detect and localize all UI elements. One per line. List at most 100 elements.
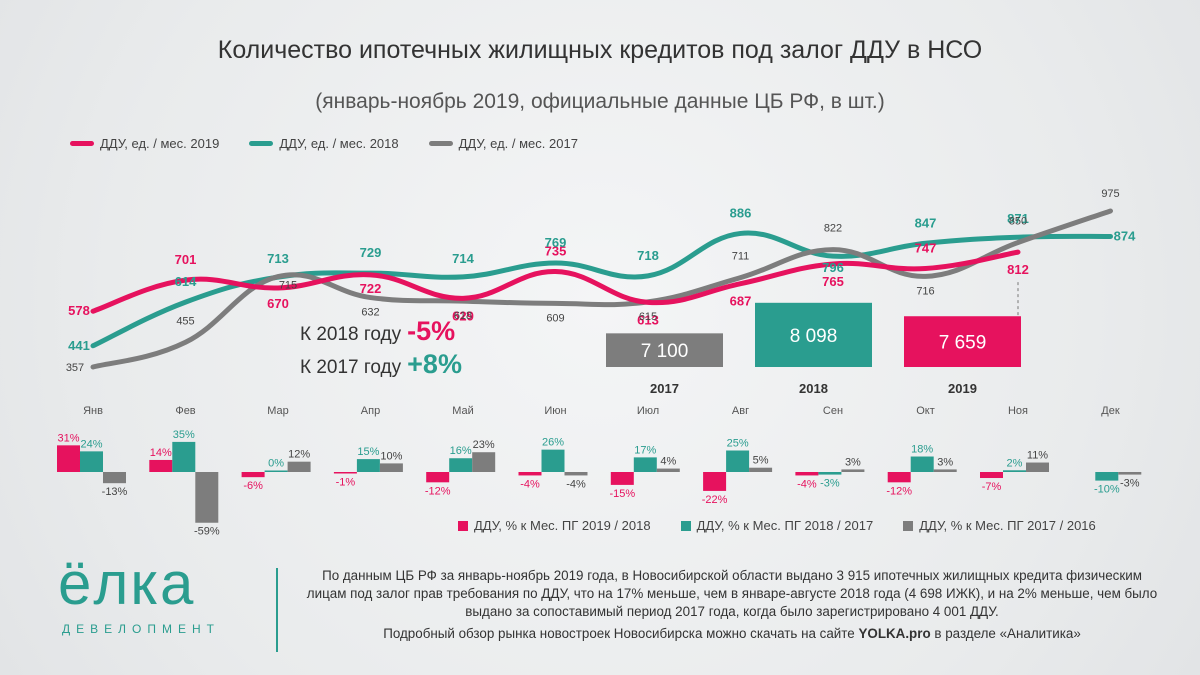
line-value-label: 629 — [452, 308, 474, 323]
pct-bar-2018 — [726, 450, 750, 472]
footer-divider — [276, 568, 278, 652]
total-bar-2017 — [606, 333, 723, 367]
pct-bar-2018 — [1095, 472, 1119, 481]
line-value-label: 975 — [1101, 188, 1119, 200]
pct-bar-label: 31% — [57, 432, 79, 444]
total-bar-2019 — [904, 316, 1021, 367]
pct-bar-label: 12% — [288, 449, 310, 461]
pct-bar-2017 — [379, 463, 403, 472]
bar-legend-swatch-2019 — [458, 520, 468, 531]
bar-legend-swatch-2017 — [903, 520, 914, 531]
line-value-label: 711 — [732, 251, 750, 263]
pct-bar-2018 — [910, 456, 934, 472]
pct-bar-2017 — [287, 461, 311, 472]
pct-bar-label: -12% — [886, 485, 912, 497]
month-label: Окт — [916, 405, 935, 417]
month-label: Фев — [175, 405, 195, 417]
line-value-label: 735 — [545, 244, 567, 259]
pct-bar-label: 17% — [634, 444, 656, 456]
footer-note: По данным ЦБ РФ за январь-ноябрь 2019 го… — [302, 567, 1162, 647]
line-value-label: 713 — [267, 251, 289, 266]
bar-legend: ДДУ, % к Мес. ПГ 2019 / 2018 ДДУ, % к Ме… — [458, 518, 1096, 533]
total-bar-label: 7 100 — [641, 341, 689, 362]
pct-bar-2017 — [1026, 462, 1049, 472]
compare-2018-label: К 2018 году — [300, 324, 402, 345]
pct-bar-2018 — [449, 458, 473, 472]
pct-bar-2017 — [841, 469, 865, 472]
pct-bar-label: 3% — [845, 456, 861, 468]
pct-bar-2018 — [818, 472, 842, 475]
compare-2017-label: К 2017 году — [300, 357, 402, 378]
compare-2017: К 2017 году +8% — [300, 349, 462, 380]
pct-bar-label: 26% — [542, 437, 564, 449]
compare-2018: К 2018 году -5% — [300, 316, 455, 347]
bar-legend-label-2018: ДДУ, % к Мес. ПГ 2018 / 2017 — [696, 518, 874, 533]
pct-bar-2019 — [980, 472, 1003, 479]
legend-item-2019: ДДУ, ед. / мес. 2019 — [70, 136, 219, 151]
line-legend: ДДУ, ед. / мес. 2019 ДДУ, ед. / мес. 201… — [70, 136, 578, 151]
line-value-label: 609 — [546, 312, 564, 324]
note-site-link[interactable]: YOLKA.pro — [858, 626, 931, 641]
total-bar-label: 8 098 — [790, 326, 838, 347]
legend-item-2018: ДДУ, ед. / мес. 2018 — [249, 136, 399, 151]
month-label: Мар — [267, 405, 289, 417]
month-label: Дек — [1101, 405, 1120, 417]
chart-subtitle: (январь-ноябрь 2019, официальные данные … — [315, 90, 885, 113]
pct-bar-2019 — [333, 472, 357, 474]
pct-bar-2017 — [656, 468, 680, 472]
pct-bar-label: 14% — [150, 447, 172, 459]
line-value-label: 615 — [639, 311, 657, 323]
line-value-label: 618 — [454, 310, 472, 322]
pct-bar-label: -13% — [102, 486, 128, 498]
total-bar-category: 2019 — [948, 381, 977, 396]
legend-swatch-2019 — [70, 141, 94, 146]
logo-subtitle: ДЕВЕЛОПМЕНТ — [62, 622, 220, 636]
line-value-label: 357 — [66, 362, 84, 374]
pct-bar-2018 — [264, 470, 288, 472]
total-bar-2018 — [755, 302, 872, 367]
month-label: Июн — [544, 405, 566, 417]
month-label: Июл — [637, 405, 659, 417]
bar-legend-item-2019: ДДУ, % к Мес. ПГ 2019 / 2018 — [458, 518, 651, 533]
line-value-label: 822 — [824, 223, 842, 235]
pct-bar-label: -3% — [1120, 478, 1140, 490]
month-label: Апр — [361, 405, 380, 417]
pct-bar-label: 3% — [937, 456, 953, 468]
pct-bar-2018 — [541, 449, 565, 472]
pct-bar-label: -12% — [425, 485, 451, 497]
month-label: Сен — [823, 405, 843, 417]
pct-bar-2018 — [80, 451, 103, 472]
pct-bar-2017 — [472, 452, 496, 472]
month-label: Ноя — [1008, 405, 1028, 417]
pct-bar-label: 18% — [911, 444, 933, 456]
pct-bar-label: 16% — [450, 445, 472, 457]
bar-legend-swatch-2018 — [680, 520, 691, 531]
pct-bar-2017 — [195, 472, 219, 523]
pct-bar-label: -3% — [820, 478, 840, 490]
pct-bar-label: -59% — [194, 526, 220, 538]
month-label: Май — [452, 405, 474, 417]
company-logo: ёлка ДЕВЕЛОПМЕНТ — [58, 540, 238, 637]
pct-bar-label: -1% — [336, 477, 356, 489]
compare-2018-value: -5% — [407, 316, 456, 346]
pct-bar-label: 2% — [1007, 457, 1023, 469]
pct-bar-label: -4% — [566, 478, 586, 490]
line-value-label: 441 — [68, 338, 90, 353]
line-value-label: 718 — [637, 248, 659, 263]
pct-bar-2018 — [172, 441, 196, 472]
line-value-label: 716 — [916, 285, 934, 297]
pct-bar-label: 25% — [727, 438, 749, 450]
line-value-label: 578 — [68, 303, 90, 318]
line-value-label: 871 — [1007, 211, 1029, 226]
line-value-label: 850 — [1009, 216, 1027, 228]
pct-bar-2019 — [241, 472, 265, 478]
line-value-label: 769 — [545, 235, 567, 250]
bar-legend-label-2019: ДДУ, % к Мес. ПГ 2019 / 2018 — [474, 518, 651, 533]
note-paragraph-2: Подробный обзор рынка новостроек Новосиб… — [302, 625, 1162, 643]
line-value-label: 687 — [730, 294, 752, 309]
line-value-label: 812 — [1007, 262, 1029, 277]
line-value-label: 714 — [452, 251, 474, 266]
pct-bar-label: -15% — [609, 488, 635, 500]
month-label: Авг — [732, 405, 749, 417]
